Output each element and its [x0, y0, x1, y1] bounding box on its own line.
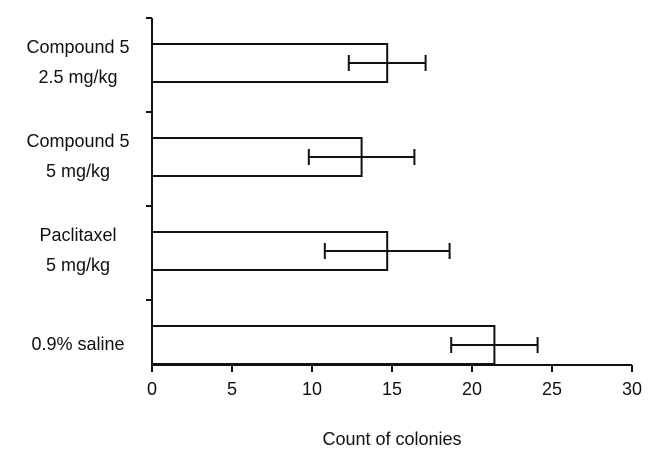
y-tick-label: 5 mg/kg: [46, 161, 110, 181]
x-tick-label: 5: [227, 379, 237, 399]
x-tick-label: 10: [302, 379, 322, 399]
x-axis-label: Count of colonies: [322, 429, 461, 449]
y-tick-label: Paclitaxel: [39, 225, 116, 245]
x-tick-label: 30: [622, 379, 642, 399]
y-tick-label: Compound 5: [26, 37, 129, 57]
x-tick-label: 20: [462, 379, 482, 399]
x-tick-label: 25: [542, 379, 562, 399]
bar: [151, 325, 496, 365]
y-tick-label: 0.9% saline: [31, 334, 124, 354]
y-tick-label: 5 mg/kg: [46, 255, 110, 275]
y-tick-label: 2.5 mg/kg: [38, 67, 117, 87]
x-tick-label: 15: [382, 379, 402, 399]
x-tick-label: 0: [147, 379, 157, 399]
y-tick-label: Compound 5: [26, 131, 129, 151]
